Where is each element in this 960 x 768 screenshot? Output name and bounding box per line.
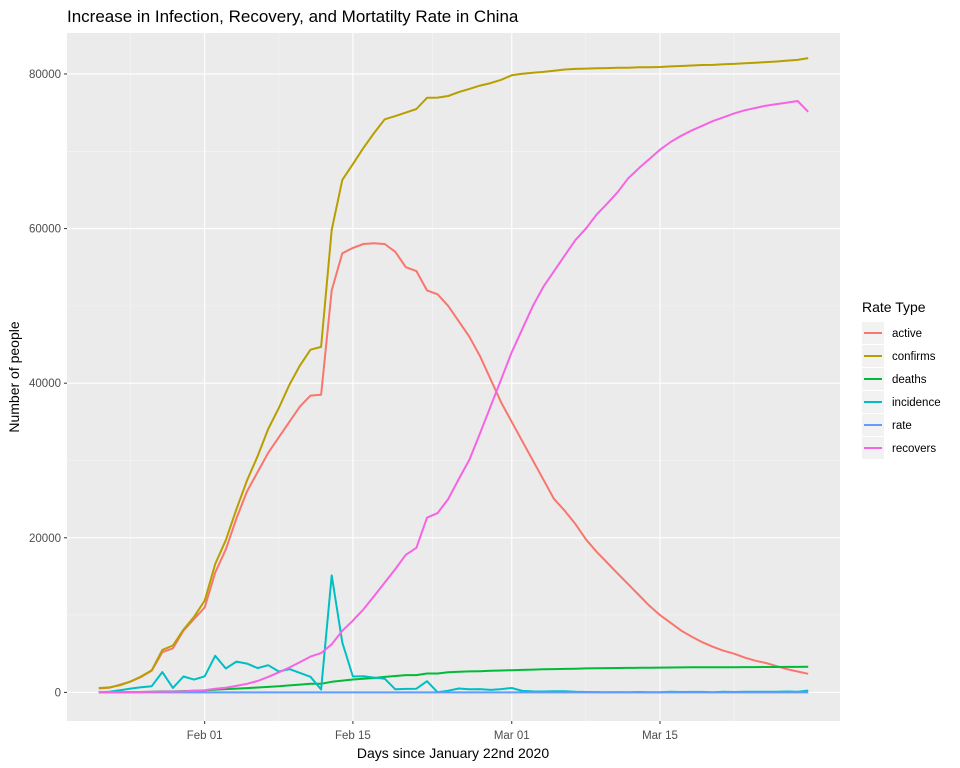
y-tick-label: 20000 [29,533,61,545]
y-axis-title: Number of people [6,321,22,433]
x-tick-label: Feb 01 [187,730,223,742]
y-axis-ticks: 0 20000 40000 60000 80000 [29,69,67,699]
legend-label: recovers [892,443,936,455]
x-axis-title: Days since January 22nd 2020 [357,745,549,761]
series-line-active [98,242,809,690]
x-tick-label: Feb 15 [335,730,371,742]
legend-label: deaths [892,374,927,386]
y-tick-label: 0 [55,687,61,699]
x-tick-label: Mar 01 [494,730,530,742]
legend: Rate Type active confirms deaths incidence r… [862,299,941,459]
legend-item-recovers: recovers [862,437,936,459]
x-tick-label: Mar 15 [642,730,678,742]
legend-item-active: active [862,322,922,344]
legend-label: incidence [892,397,941,409]
series-line-recovers [98,100,809,694]
chart-title: Increase in Infection, Recovery, and Mor… [67,7,519,26]
legend-item-incidence: incidence [862,391,941,413]
legend-label: rate [892,420,912,432]
series-line-confirms [98,57,809,689]
legend-item-confirms: confirms [862,345,936,367]
legend-item-rate: rate [862,414,912,436]
legend-label: active [892,328,922,340]
x-axis-ticks: Feb 01 Feb 15 Mar 01 Mar 15 [187,721,678,742]
plot-panel [67,33,840,721]
legend-label: confirms [892,351,936,363]
legend-item-deaths: deaths [862,368,927,390]
y-tick-label: 40000 [29,378,61,390]
y-tick-label: 60000 [29,224,61,236]
legend-title: Rate Type [862,299,926,315]
y-tick-label: 80000 [29,69,61,81]
series-lines [98,57,809,694]
